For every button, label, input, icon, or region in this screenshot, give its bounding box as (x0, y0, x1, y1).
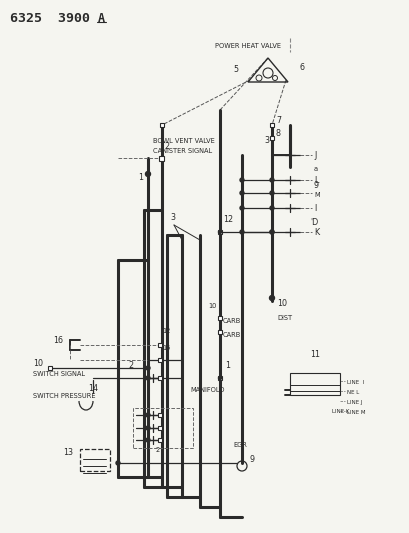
Bar (48, 366, 52, 370)
Text: 9: 9 (313, 181, 318, 190)
Circle shape (116, 461, 120, 465)
Text: LINE K: LINE K (331, 409, 348, 414)
Text: BOWL VENT VALVE: BOWL VENT VALVE (153, 138, 214, 144)
Text: CANISTER SIGNAL: CANISTER SIGNAL (153, 148, 211, 154)
Circle shape (145, 172, 150, 176)
Text: K: K (313, 228, 318, 237)
Circle shape (239, 230, 243, 234)
Circle shape (146, 376, 150, 380)
Bar (157, 438, 162, 442)
Bar (218, 376, 221, 380)
Text: 9: 9 (249, 455, 254, 464)
Bar (218, 316, 221, 320)
Bar (270, 136, 273, 140)
Text: SWITCH SIGNAL: SWITCH SIGNAL (33, 371, 85, 377)
Bar (157, 358, 162, 362)
Text: EGR: EGR (232, 442, 246, 448)
Bar (80, 449, 110, 471)
Bar (218, 230, 221, 234)
Text: 12: 12 (162, 328, 170, 334)
Text: 10: 10 (276, 299, 286, 308)
Circle shape (239, 191, 243, 195)
Bar (133, 408, 193, 448)
Text: MANIFOLD: MANIFOLD (190, 387, 225, 393)
Text: 1: 1 (225, 361, 229, 370)
Circle shape (239, 178, 243, 182)
Text: 10: 10 (33, 359, 43, 368)
Text: POWER HEAT VALVE: POWER HEAT VALVE (214, 43, 280, 49)
Text: DIST: DIST (276, 315, 291, 321)
Text: M: M (313, 192, 319, 198)
Text: 10: 10 (207, 303, 216, 309)
Text: J: J (313, 151, 315, 160)
Text: LINE  I: LINE I (346, 380, 363, 385)
Bar (157, 376, 162, 380)
Circle shape (146, 426, 150, 430)
Text: 2: 2 (164, 142, 169, 151)
Text: 6325  3900: 6325 3900 (10, 12, 90, 25)
Text: 5: 5 (232, 65, 238, 74)
Text: 7: 7 (275, 116, 281, 125)
Bar (157, 426, 162, 430)
Bar (157, 413, 162, 417)
Text: 2: 2 (128, 361, 133, 370)
Text: 15: 15 (162, 345, 170, 351)
Text: 13: 13 (63, 448, 73, 457)
Text: CARB: CARB (222, 332, 240, 338)
Text: A: A (98, 12, 105, 25)
Text: 2: 2 (155, 447, 160, 453)
Text: a: a (313, 166, 317, 172)
Circle shape (270, 230, 273, 234)
Text: 14: 14 (88, 384, 98, 393)
Circle shape (269, 295, 274, 301)
Text: 12: 12 (222, 215, 233, 224)
Circle shape (270, 206, 273, 210)
Bar (159, 156, 164, 160)
Circle shape (146, 366, 150, 370)
Text: SWITCH PRESSURE: SWITCH PRESSURE (33, 393, 95, 399)
Bar (157, 343, 162, 347)
Bar (160, 123, 164, 127)
Circle shape (270, 230, 273, 234)
Text: 11: 11 (309, 350, 319, 359)
Text: 'D: 'D (309, 218, 317, 227)
Circle shape (270, 191, 273, 195)
Circle shape (270, 178, 273, 182)
Bar (218, 330, 221, 334)
Text: 3: 3 (170, 213, 175, 222)
Circle shape (239, 206, 243, 210)
Text: 1: 1 (138, 173, 143, 182)
Circle shape (218, 376, 221, 379)
Circle shape (146, 438, 150, 442)
Text: 3: 3 (263, 136, 268, 145)
Bar (289, 373, 339, 395)
Circle shape (218, 230, 221, 233)
Text: I: I (313, 204, 315, 213)
Text: LINE J: LINE J (346, 400, 362, 405)
Text: L: L (313, 176, 318, 185)
Text: 6: 6 (299, 63, 304, 72)
Text: 8: 8 (275, 129, 280, 138)
Text: LINE M: LINE M (346, 410, 364, 415)
Circle shape (146, 413, 150, 417)
Text: NE L: NE L (346, 390, 358, 395)
Text: CARB: CARB (222, 318, 240, 324)
Bar (270, 123, 273, 127)
Text: 16: 16 (53, 336, 63, 345)
